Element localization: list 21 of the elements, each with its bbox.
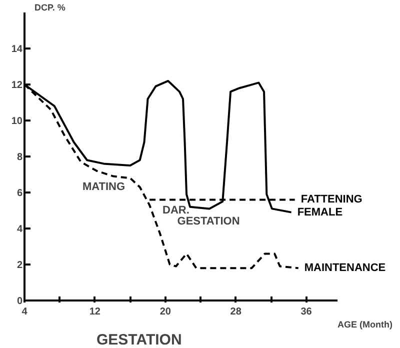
series-label: FEMALE <box>297 206 343 218</box>
y-tick-label: 2 <box>16 260 23 271</box>
text: GESTATION <box>96 332 182 348</box>
x-tick-label: 20 <box>160 306 172 318</box>
x-tick-label: 36 <box>300 306 312 318</box>
annotation: DAR. <box>162 204 190 216</box>
y-tick-label: 10 <box>11 116 23 127</box>
y-tick-label: 14 <box>11 44 23 55</box>
y-tick-label: 0 <box>16 296 23 307</box>
y-tick-label: 6 <box>16 188 23 199</box>
series-label: FATTENING <box>300 194 362 206</box>
x-tick-label: 28 <box>230 306 242 318</box>
y-tick-label: 4 <box>16 224 23 235</box>
series-label: MAINTENANCE <box>304 262 386 274</box>
x-axis-title: AGE (Month) <box>338 320 393 330</box>
annotation: GESTATION <box>177 215 240 228</box>
x-tick-label: 12 <box>89 306 101 318</box>
y-tick-label: 12 <box>11 80 23 91</box>
y-axis-title: DCP. % <box>34 2 66 12</box>
annotation: MATING <box>82 181 126 194</box>
y-tick-label: 8 <box>16 152 23 163</box>
